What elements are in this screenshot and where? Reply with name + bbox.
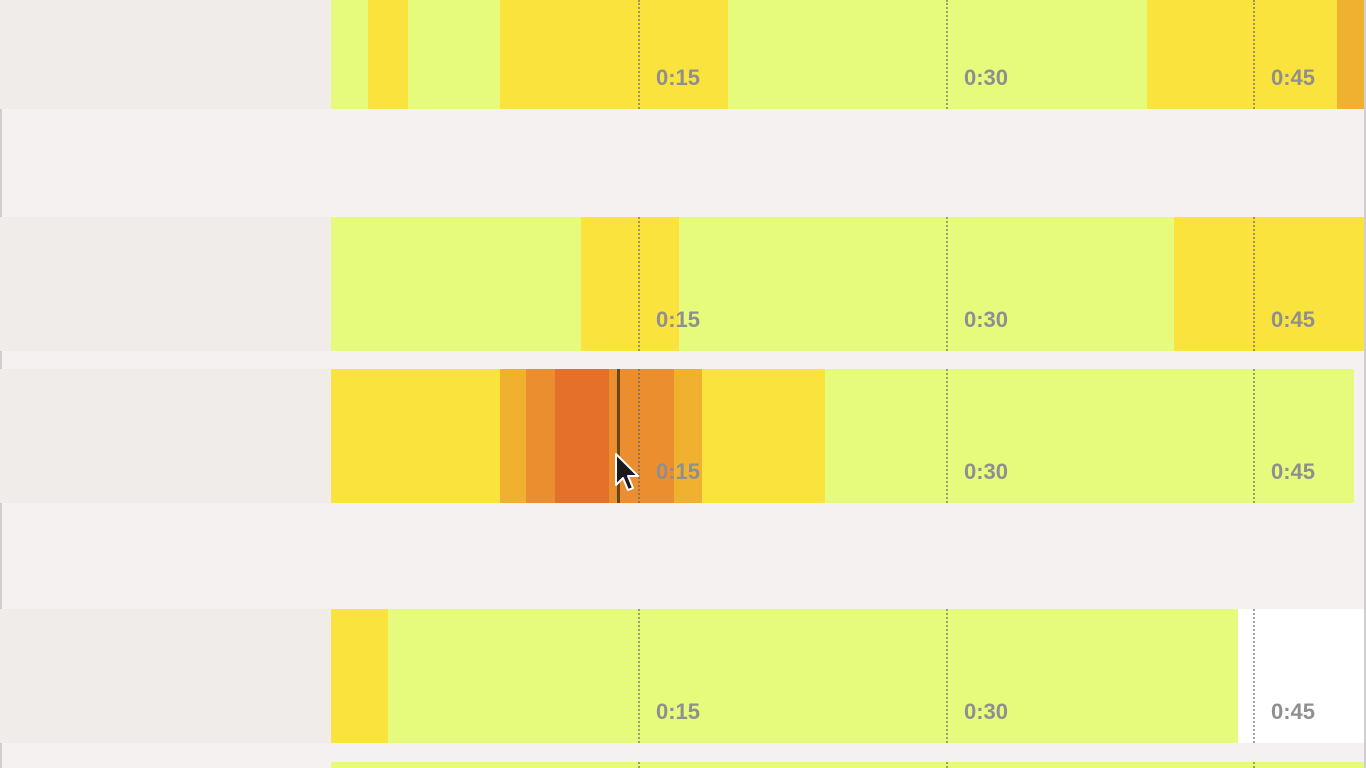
heatmap-segment [1238, 609, 1366, 743]
tick-line [638, 762, 640, 768]
tick-line [946, 217, 948, 351]
tick-line [638, 609, 640, 743]
heatmap-track[interactable]: 0:15 0:30 0:45 [331, 609, 1366, 743]
tick-label: 0:30 [964, 65, 1009, 90]
tick-line [946, 609, 948, 743]
tick-label: 0:30 [964, 699, 1009, 724]
heatmap-segment [674, 369, 702, 503]
heatmap-segment [577, 369, 609, 503]
tick-label: 0:30 [964, 459, 1009, 484]
row-label [0, 217, 331, 351]
heatmap-row: 0:15 0:30 0:45 [0, 609, 1366, 743]
right-edge [1364, 0, 1366, 768]
heatmap-segment [500, 369, 526, 503]
heatmap-row [0, 762, 1366, 768]
tick-label: 0:15 [656, 699, 701, 724]
heatmap-segment [1147, 0, 1337, 109]
tick-line [638, 0, 640, 109]
row-label [0, 0, 331, 109]
heatmap-row: 0:15 0:30 0:45 [0, 0, 1366, 109]
row-label [0, 609, 331, 743]
heatmap-segment [331, 609, 388, 743]
heatmap-track[interactable] [331, 762, 1366, 768]
tick-label: 0:15 [656, 65, 701, 90]
tick-label: 0:15 [656, 459, 701, 484]
heatmap-row: 0:15 0:30 0:45 [0, 369, 1366, 503]
tick-line [946, 0, 948, 109]
tick-label: 0:15 [656, 307, 701, 332]
heatmap-segment [368, 0, 408, 109]
heatmap-segment [526, 369, 555, 503]
mouse-pointer-icon [615, 453, 639, 491]
tick-line [1253, 609, 1255, 743]
tick-label: 0:45 [1271, 307, 1316, 332]
heatmap-segment [500, 0, 728, 109]
tick-line [1253, 762, 1255, 768]
heatmap-segment [581, 217, 679, 351]
heatmap-track[interactable]: 0:15 0:30 0:45 [331, 217, 1366, 351]
tick-label: 0:45 [1271, 699, 1316, 724]
heatmap-segment [555, 369, 577, 503]
tick-line [946, 762, 948, 768]
tick-line [638, 217, 640, 351]
tick-line [946, 369, 948, 503]
playhead[interactable] [617, 369, 620, 503]
heatmap-segment [1337, 0, 1366, 109]
heatmap-segment [1174, 217, 1366, 351]
tick-line [638, 369, 640, 503]
tick-label: 0:45 [1271, 459, 1316, 484]
row-label [0, 369, 331, 503]
tick-line [1253, 369, 1255, 503]
heatmap-track[interactable]: 0:15 0:30 0:45 [331, 369, 1354, 503]
tick-line [1253, 0, 1255, 109]
heatmap-track[interactable]: 0:15 0:30 0:45 [331, 0, 1366, 109]
tick-line [1253, 217, 1255, 351]
tick-label: 0:30 [964, 307, 1009, 332]
heatmap-row: 0:15 0:30 0:45 [0, 217, 1366, 351]
tick-label: 0:45 [1271, 65, 1316, 90]
